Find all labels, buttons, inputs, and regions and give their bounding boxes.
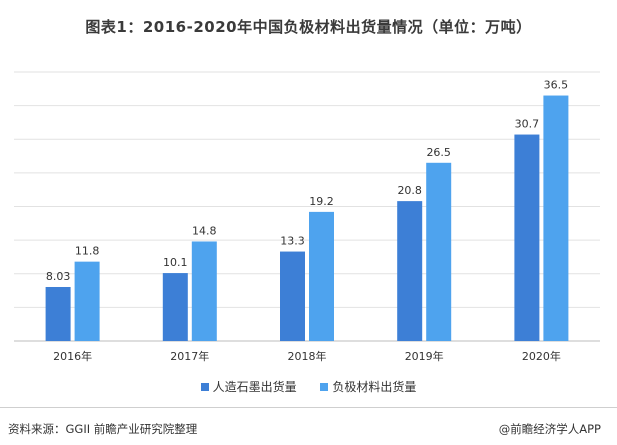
x-tick-label: 2017年 [170,349,209,363]
bar-artificial-graphite [280,251,305,341]
data-label: 19.2 [309,195,334,208]
x-tick-label: 2019年 [405,349,444,363]
chart-legend: 人造石墨出货量 负极材料出货量 [0,378,617,395]
bar-anode-material [426,162,452,341]
legend-swatch-anode-material [320,382,329,391]
brand-credit: @前瞻经济学人APP [498,422,601,436]
bar-anode-material [543,95,569,341]
legend-item-artificial-graphite: 人造石墨出货量 [200,378,297,395]
bar-anode-material [74,261,100,341]
bar-artificial-graphite [162,273,188,341]
legend-item-anode-material: 负极材料出货量 [320,378,416,395]
x-tick-label: 2020年 [522,349,561,363]
x-tick-label: 2018年 [288,349,327,363]
data-label: 13.3 [280,235,305,248]
legend-label-artificial-graphite: 人造石墨出货量 [212,380,297,394]
data-label: 14.8 [192,224,217,237]
bar-artificial-graphite [45,286,71,341]
bar-anode-material [309,211,334,341]
bar-anode-material [191,241,217,341]
data-label: 20.8 [397,184,422,197]
bar-artificial-graphite [514,134,540,341]
legend-swatch-artificial-graphite [200,382,209,391]
data-label: 30.7 [515,118,540,131]
chart-title: 图表1：2016-2020年中国负极材料出货量情况（单位：万吨） [85,18,532,36]
bar-artificial-graphite [397,201,423,341]
legend-label-anode-material: 负极材料出货量 [332,380,417,394]
data-label: 10.1 [163,256,188,269]
x-tick-label: 2016年 [53,349,92,363]
data-label: 26.5 [426,146,451,159]
footer-divider [0,407,617,408]
data-label: 36.5 [544,79,569,92]
data-label: 8.03 [46,270,71,283]
data-label: 11.8 [75,245,100,258]
source-note: 资料来源：GGII 前瞻产业研究院整理 [8,422,198,436]
